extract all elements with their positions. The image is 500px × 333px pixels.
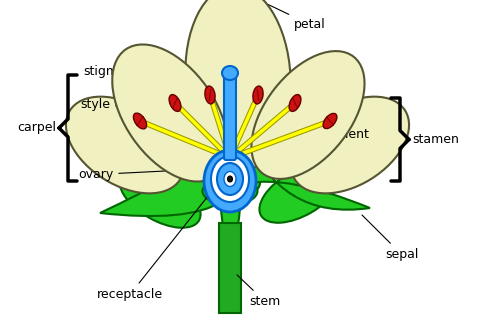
Ellipse shape [169,95,181,112]
Text: ovary: ovary [78,168,222,181]
Text: style: style [80,98,231,113]
PathPatch shape [220,188,240,253]
FancyBboxPatch shape [224,76,236,160]
Text: anther: anther [320,93,361,119]
Text: stamen: stamen [412,133,459,146]
Ellipse shape [260,163,340,223]
Ellipse shape [202,177,258,205]
Ellipse shape [222,66,238,80]
Ellipse shape [252,51,364,179]
Ellipse shape [134,113,146,129]
Ellipse shape [289,95,301,112]
Text: stigma: stigma [83,65,235,78]
Ellipse shape [205,86,215,104]
PathPatch shape [100,182,222,216]
Ellipse shape [112,45,228,181]
Ellipse shape [66,97,184,193]
Ellipse shape [200,168,260,198]
Ellipse shape [186,0,290,170]
Ellipse shape [323,114,337,129]
Text: filament: filament [303,128,370,141]
Ellipse shape [120,168,200,228]
Ellipse shape [253,86,263,104]
Ellipse shape [211,156,249,202]
Text: stem: stem [237,275,281,308]
Text: carpel: carpel [17,122,56,135]
Text: receptacle: receptacle [97,193,210,301]
PathPatch shape [244,181,370,213]
Ellipse shape [204,150,256,212]
Ellipse shape [217,163,243,195]
Ellipse shape [228,176,232,182]
Ellipse shape [291,97,409,193]
Bar [219,223,241,313]
Ellipse shape [224,171,236,186]
Text: petal: petal [268,4,326,31]
Text: sepal: sepal [362,215,418,261]
